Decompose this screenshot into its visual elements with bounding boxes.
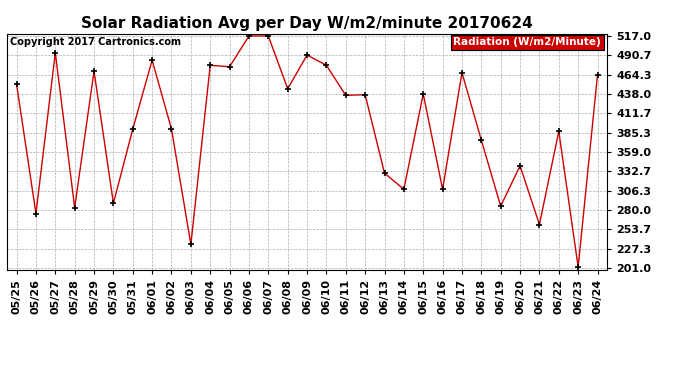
Title: Solar Radiation Avg per Day W/m2/minute 20170624: Solar Radiation Avg per Day W/m2/minute … — [81, 16, 533, 31]
Text: Copyright 2017 Cartronics.com: Copyright 2017 Cartronics.com — [10, 37, 181, 47]
Text: Radiation (W/m2/Minute): Radiation (W/m2/Minute) — [453, 37, 601, 47]
